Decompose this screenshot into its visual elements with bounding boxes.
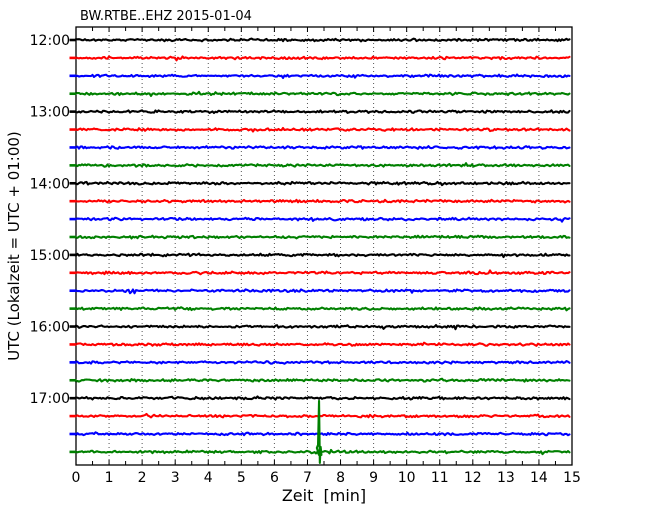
trace-row [74, 412, 571, 419]
x-tick-label: 9 [369, 470, 378, 486]
trace-row [74, 145, 571, 150]
x-tick-label: 5 [237, 470, 246, 486]
y-tick-label: 15:00 [30, 248, 70, 264]
x-tick-label: 8 [336, 470, 345, 486]
trace-row [74, 324, 571, 331]
x-tick-label: 0 [72, 470, 81, 486]
trace-row [74, 431, 571, 437]
trace-row [74, 341, 571, 347]
y-tick-label: 16:00 [30, 320, 70, 336]
trace-row [74, 306, 571, 312]
trace-row [74, 162, 571, 168]
trace-row [74, 252, 571, 259]
x-tick-label: 13 [497, 470, 515, 486]
trace-row [74, 198, 571, 204]
trace-row [74, 55, 571, 62]
y-tick-label: 12:00 [30, 33, 70, 49]
trace-row [74, 234, 571, 240]
x-tick-label: 7 [303, 470, 312, 486]
y-tick-label: 14:00 [30, 176, 70, 192]
trace-row [74, 216, 571, 223]
x-axis-label: Zeit [min] [281, 486, 367, 505]
x-tick-label: 11 [431, 470, 449, 486]
trace-row [74, 126, 571, 133]
x-tick-label: 4 [204, 470, 213, 486]
trace-row [74, 109, 571, 115]
trace-row [74, 269, 571, 276]
y-tick-label: 13:00 [30, 105, 70, 121]
trace-row [74, 288, 571, 295]
x-tick-label: 12 [464, 470, 482, 486]
x-tick-label: 6 [270, 470, 279, 486]
trace-row [74, 73, 571, 80]
x-tick-label: 14 [530, 470, 548, 486]
x-tick-label: 3 [171, 470, 180, 486]
x-tick-label: 1 [105, 470, 114, 486]
x-tick-label: 2 [138, 470, 147, 486]
y-tick-label: 17:00 [30, 391, 70, 407]
trace-row [74, 180, 571, 187]
trace-row [74, 377, 571, 383]
x-tick-label: 10 [398, 470, 416, 486]
trace-row [74, 90, 571, 98]
x-tick-label: 15 [563, 470, 581, 486]
trace-row [74, 399, 571, 464]
plot-title: BW.RTBE..EHZ 2015-01-04 [80, 9, 252, 24]
trace-row [74, 37, 571, 43]
trace-row [74, 395, 571, 401]
trace-row [74, 360, 571, 365]
y-axis-label: UTC (Lokalzeit = UTC + 01:00) [5, 131, 23, 361]
